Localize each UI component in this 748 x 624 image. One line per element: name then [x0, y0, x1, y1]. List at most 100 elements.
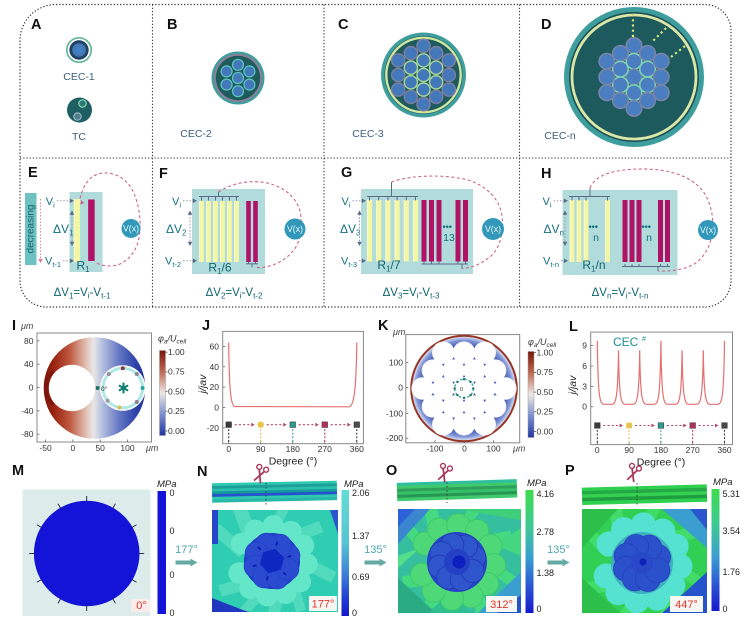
svg-text:μm: μm: [20, 321, 34, 331]
svg-text:1.37: 1.37: [352, 531, 370, 541]
svg-text:180: 180: [654, 445, 668, 455]
svg-text:360: 360: [717, 445, 731, 455]
svg-text:0.25: 0.25: [537, 407, 554, 417]
svg-text:0: 0: [537, 604, 542, 614]
svg-text:Vi: Vi: [172, 196, 181, 210]
svg-text:#: #: [642, 336, 646, 343]
svg-text:μm: μm: [145, 443, 159, 453]
svg-text:-50: -50: [39, 443, 52, 453]
svg-text:MPa: MPa: [713, 477, 733, 488]
svg-text:2.78: 2.78: [537, 527, 555, 537]
svg-text:Degree (°): Degree (°): [637, 457, 686, 469]
svg-text:100: 100: [486, 444, 500, 454]
svg-text:n: n: [646, 232, 652, 244]
svg-text:G: G: [341, 165, 352, 181]
svg-text:0.25: 0.25: [168, 406, 185, 416]
svg-text:ΔVn: ΔVn: [544, 222, 564, 238]
svg-text:Vi: Vi: [342, 196, 351, 210]
svg-text:100: 100: [389, 358, 403, 368]
svg-text:j/jav: j/jav: [567, 375, 579, 396]
svg-text:V(x): V(x): [287, 224, 303, 234]
svg-text:0: 0: [460, 387, 463, 393]
svg-text:J: J: [202, 318, 210, 334]
svg-text:R1/6: R1/6: [208, 261, 231, 277]
svg-text:TC: TC: [72, 131, 86, 143]
svg-text:90: 90: [256, 444, 266, 454]
svg-text:decreasing: decreasing: [26, 205, 37, 254]
svg-text:177°: 177°: [175, 544, 198, 556]
svg-text:0: 0: [170, 608, 175, 618]
svg-text:CEC: CEC: [613, 335, 639, 349]
svg-text:0: 0: [170, 570, 175, 580]
svg-text:20: 20: [210, 382, 220, 392]
svg-text:0: 0: [595, 445, 600, 455]
svg-text:0.50: 0.50: [168, 386, 185, 396]
svg-text:360: 360: [350, 444, 364, 454]
svg-text:3: 3: [582, 381, 587, 391]
svg-text:CEC-3: CEC-3: [352, 128, 384, 140]
svg-text:R1/7: R1/7: [377, 258, 400, 274]
svg-text:447°: 447°: [675, 599, 698, 611]
svg-text:60: 60: [210, 341, 220, 351]
svg-text:CEC-n: CEC-n: [544, 130, 576, 142]
svg-text:312°: 312°: [490, 599, 513, 611]
svg-text:1.38: 1.38: [537, 568, 555, 578]
svg-text:ΔV1: ΔV1: [53, 222, 74, 238]
svg-text:Degree (°): Degree (°): [269, 456, 318, 468]
svg-text:V(x): V(x): [700, 225, 716, 235]
svg-text:1.76: 1.76: [723, 567, 741, 577]
svg-text:O: O: [386, 463, 397, 479]
svg-text:40: 40: [24, 359, 34, 369]
svg-text:0: 0: [71, 443, 76, 453]
svg-text:0.00: 0.00: [537, 426, 554, 436]
svg-text:0: 0: [170, 526, 175, 536]
svg-text:-40: -40: [21, 406, 34, 416]
svg-text:180: 180: [286, 444, 300, 454]
svg-text:0.00: 0.00: [168, 426, 185, 436]
svg-text:5.31: 5.31: [723, 489, 741, 499]
svg-text:0.75: 0.75: [537, 367, 554, 377]
svg-text:2.06: 2.06: [352, 488, 370, 498]
svg-text:0.75: 0.75: [168, 367, 185, 377]
svg-text:CEC-2: CEC-2: [180, 128, 212, 140]
svg-text:ΔV2=Vi-Vt-2: ΔV2=Vi-Vt-2: [206, 287, 263, 301]
svg-text:H: H: [541, 166, 551, 182]
svg-text:K: K: [378, 318, 389, 334]
svg-text:0: 0: [214, 403, 219, 413]
svg-text:-20: -20: [207, 423, 220, 433]
svg-text:ΔVn=Vi-Vt-n: ΔVn=Vi-Vt-n: [592, 287, 649, 301]
svg-text:•••: •••: [589, 222, 598, 232]
svg-text:E: E: [28, 165, 38, 181]
svg-text:ΔV2: ΔV2: [166, 222, 187, 238]
svg-text:50: 50: [95, 443, 105, 453]
svg-text:Vi: Vi: [543, 196, 552, 210]
svg-text:D: D: [541, 17, 551, 33]
svg-text:0.69: 0.69: [352, 572, 370, 582]
svg-text:P: P: [565, 463, 575, 479]
svg-text:Vi: Vi: [46, 196, 55, 210]
svg-text:6: 6: [582, 361, 587, 371]
svg-text:0: 0: [398, 382, 403, 392]
svg-text:0.50: 0.50: [537, 387, 554, 397]
svg-text:R1/n: R1/n: [582, 258, 605, 274]
svg-text:0°: 0°: [136, 600, 147, 612]
svg-text:135°: 135°: [547, 544, 570, 556]
svg-text:A: A: [31, 17, 42, 33]
svg-text:0: 0: [226, 444, 231, 454]
svg-text:1.00: 1.00: [537, 348, 554, 358]
svg-text:135°: 135°: [364, 544, 387, 556]
svg-text:N: N: [197, 464, 207, 480]
svg-text:V(x): V(x): [485, 224, 501, 234]
svg-text:μm: μm: [392, 327, 406, 337]
svg-text:0: 0: [723, 604, 728, 614]
svg-text:1.00: 1.00: [168, 347, 185, 357]
svg-text:0: 0: [29, 383, 34, 393]
svg-text:80: 80: [24, 336, 34, 346]
svg-text:3.54: 3.54: [723, 526, 741, 536]
svg-text:ΔV1=Vi-Vt-1: ΔV1=Vi-Vt-1: [54, 287, 111, 301]
svg-text:n: n: [593, 232, 599, 244]
svg-text:L: L: [569, 319, 578, 335]
svg-text:-100: -100: [386, 409, 403, 419]
svg-text:177°: 177°: [312, 599, 335, 611]
svg-text:270: 270: [686, 445, 700, 455]
